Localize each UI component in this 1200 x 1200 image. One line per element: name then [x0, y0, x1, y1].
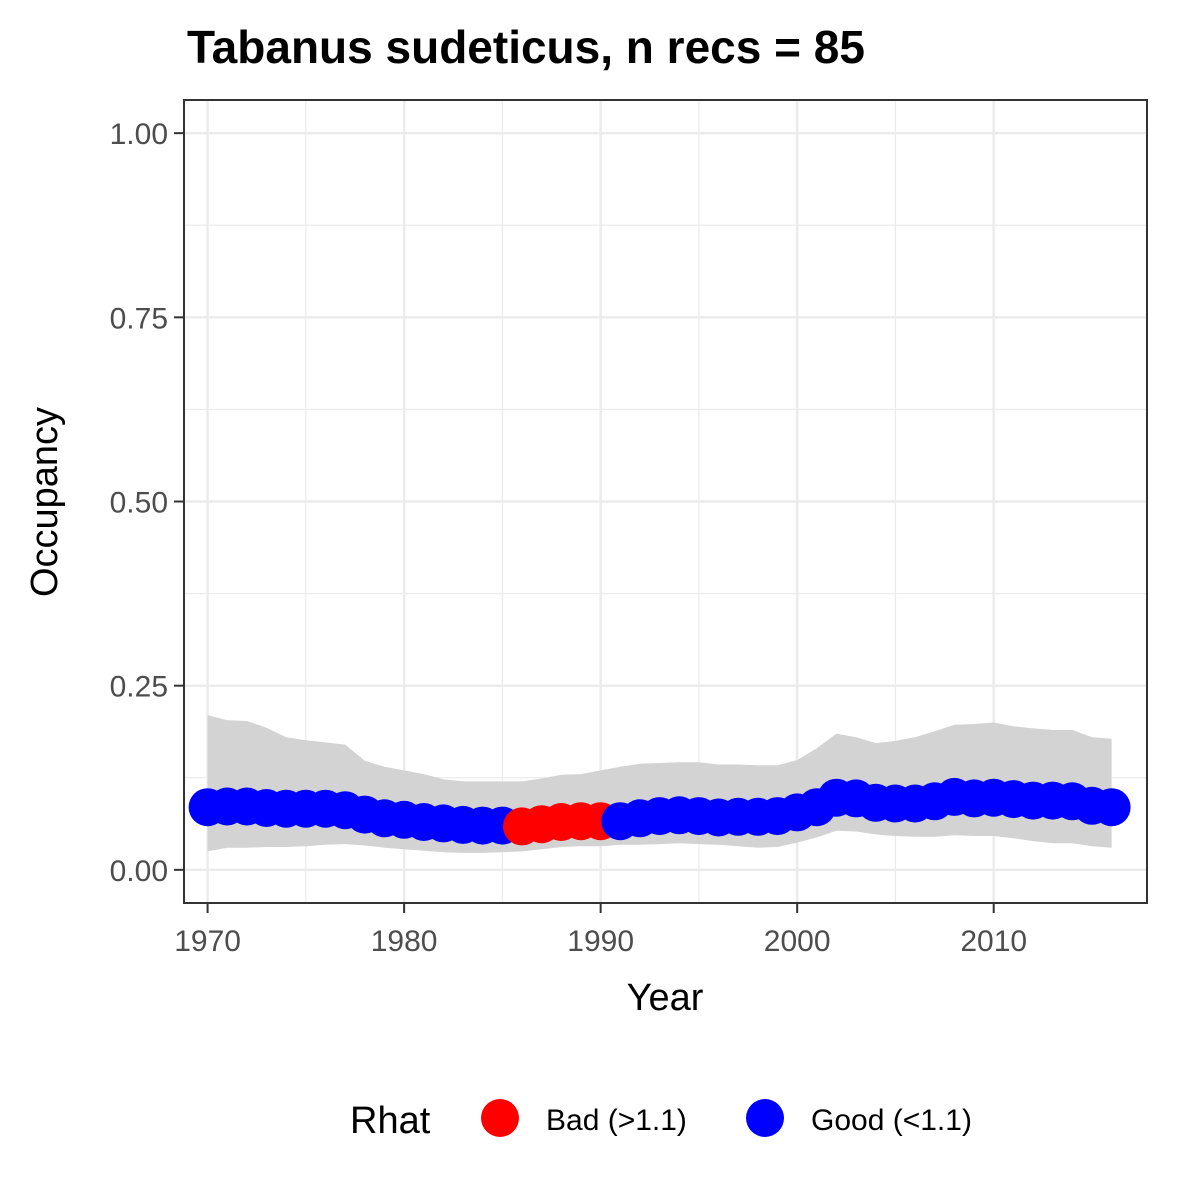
x-tick-label: 1990 [567, 925, 634, 958]
legend-title: Rhat [350, 1100, 431, 1142]
y-tick-label: 0.50 [110, 487, 168, 520]
y-tick-label: 0.75 [110, 302, 168, 335]
y-axis-title: Occupancy [24, 407, 66, 597]
x-tick-label: 1980 [371, 925, 438, 958]
legend-label-bad: Bad (>1.1) [546, 1104, 687, 1137]
chart-title: Tabanus sudeticus, n recs = 85 [187, 21, 865, 73]
legend-key-bad [481, 1099, 519, 1137]
legend-key-good [746, 1099, 784, 1137]
y-tick-label: 0.25 [110, 671, 168, 704]
x-tick-label: 1970 [174, 925, 241, 958]
plot-panel [183, 99, 1148, 904]
x-axis: 1970 1980 1990 2000 2010 [174, 903, 1027, 958]
legend-label-good: Good (<1.1) [811, 1104, 972, 1137]
y-tick-label: 0.00 [110, 855, 168, 888]
x-axis-title: Year [627, 977, 704, 1019]
point-2016-good [1092, 788, 1131, 827]
y-axis: 0.00 0.25 0.50 0.75 1.00 [110, 118, 184, 888]
occupancy-points [188, 777, 1131, 846]
legend: Rhat Bad (>1.1) Good (<1.1) [350, 1099, 972, 1142]
y-tick-label: 1.00 [110, 118, 168, 151]
x-tick-label: 2000 [764, 925, 831, 958]
x-tick-label: 2010 [960, 925, 1027, 958]
major-gridlines [184, 100, 1147, 903]
